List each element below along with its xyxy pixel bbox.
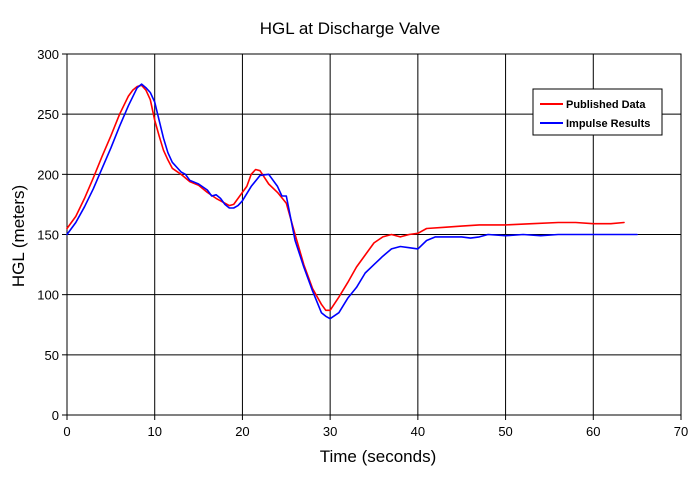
series-line-impulse-results [66, 83, 638, 320]
x-tick-label: 50 [498, 424, 512, 439]
x-tick-label: 70 [674, 424, 688, 439]
x-tick-label: 10 [147, 424, 161, 439]
x-tick-label: 0 [63, 424, 70, 439]
x-tick-label: 20 [235, 424, 249, 439]
axis-ticks: 0 10 20 30 40 50 60 70 0 50 100 150 200 250 300 [37, 47, 688, 439]
y-tick-label: 150 [37, 228, 59, 243]
y-tick-label: 300 [37, 47, 59, 62]
y-axis-label: HGL (meters) [9, 185, 28, 287]
y-tick-label: 250 [37, 107, 59, 122]
legend: Published Data Impulse Results [532, 88, 663, 136]
x-axis-label: Time (seconds) [320, 447, 437, 466]
y-tick-label: 100 [37, 288, 59, 303]
legend-label-published: Published Data [566, 99, 646, 111]
y-tick-label: 200 [37, 167, 59, 182]
legend-label-impulse: Impulse Results [566, 118, 650, 130]
legend-box [532, 88, 663, 136]
series-lines [66, 83, 638, 320]
y-tick-label: 0 [52, 408, 59, 423]
x-tick-label: 40 [411, 424, 425, 439]
x-tick-label: 60 [586, 424, 600, 439]
series-line-published-data [66, 84, 625, 312]
chart-title: HGL at Discharge Valve [260, 19, 440, 38]
y-tick-label: 50 [45, 348, 59, 363]
x-tick-label: 30 [323, 424, 337, 439]
